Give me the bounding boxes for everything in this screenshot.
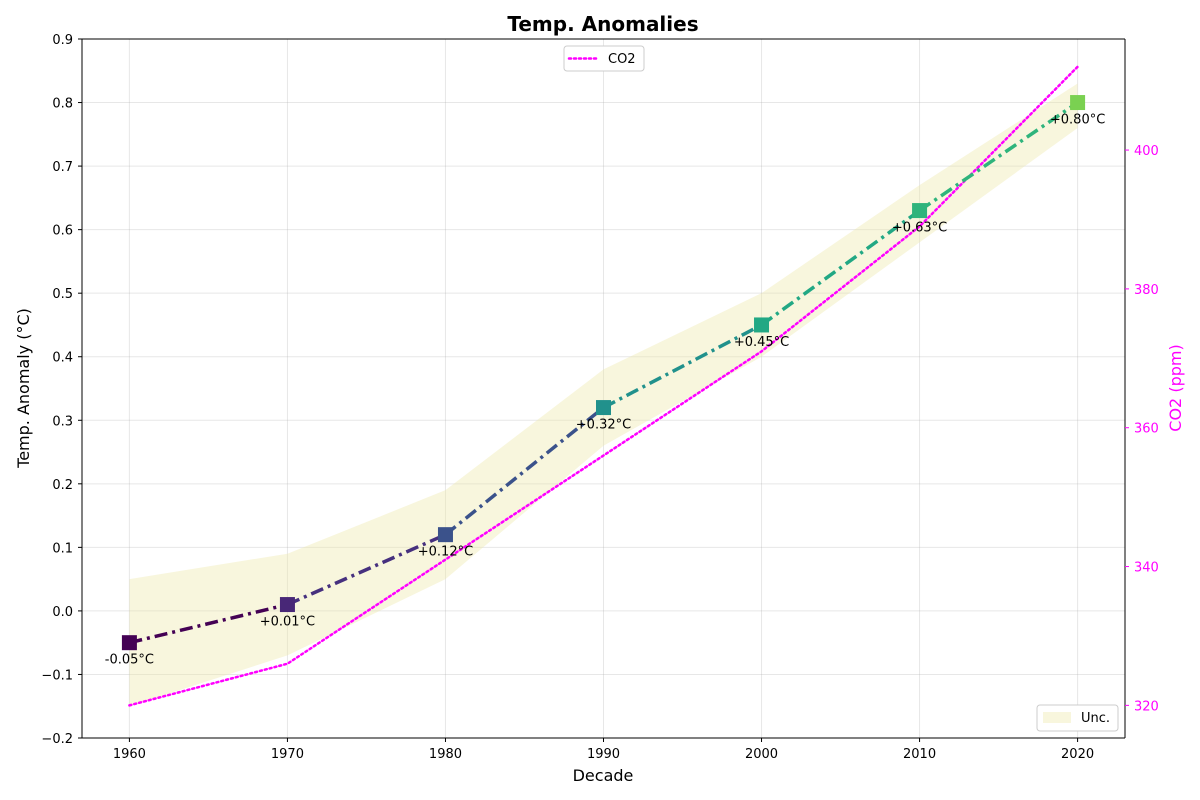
y-tick-label: 0.6 xyxy=(52,224,73,239)
co2-series xyxy=(128,65,1079,707)
data-label: +0.01°C xyxy=(260,615,315,630)
y-tick-label: −0.1 xyxy=(41,668,73,683)
data-label: -0.05°C xyxy=(105,653,154,668)
legend-uncertainty-label: Unc. xyxy=(1081,711,1110,726)
data-label: +0.45°C xyxy=(734,335,789,350)
y2-tick-label: 400 xyxy=(1134,144,1159,159)
x-tick-label: 1970 xyxy=(271,747,304,762)
data-label: +0.63°C xyxy=(892,221,947,236)
y2-axis-label: CO2 (ppm) xyxy=(1166,344,1185,431)
temperature-series xyxy=(128,101,1079,645)
temperature-marker xyxy=(754,317,770,333)
data-label: +0.32°C xyxy=(576,418,631,433)
y-tick-label: −0.2 xyxy=(41,732,73,747)
x-tick-label: 2010 xyxy=(903,747,936,762)
x-tick-label: 1980 xyxy=(429,747,462,762)
ticks: 1960 1970 1980 1990 2000 2010 2020 −0.2 −0.1 0.0 0… xyxy=(41,33,1158,762)
temperature-marker xyxy=(1070,95,1086,111)
legend-co2-label: CO2 xyxy=(608,52,636,67)
temperature-line-segment xyxy=(602,323,763,410)
y-tick-label: 0.8 xyxy=(52,97,73,112)
x-tick-label: 1990 xyxy=(587,747,620,762)
temperature-marker xyxy=(121,635,137,651)
plot-background xyxy=(82,39,1125,738)
y-tick-label: 0.1 xyxy=(52,541,73,556)
y2-tick-label: 380 xyxy=(1134,283,1159,298)
chart-title: Temp. Anomalies xyxy=(507,12,698,36)
temperature-marker xyxy=(912,203,928,219)
x-tick-label: 2000 xyxy=(745,747,778,762)
y-axis-label: Temp. Anomaly (°C) xyxy=(14,308,33,469)
temperature-line-segment xyxy=(918,101,1079,213)
legend-uncertainty-swatch xyxy=(1043,712,1071,723)
y2-tick-label: 320 xyxy=(1134,699,1159,714)
uncertainty-band-area xyxy=(129,83,1078,707)
temperature-marker xyxy=(596,400,611,416)
legend-co2: CO2 xyxy=(563,45,645,72)
plot-area xyxy=(82,39,1125,738)
y-tick-label: 0.0 xyxy=(52,605,73,620)
x-tick-label: 1960 xyxy=(113,747,146,762)
temperature-marker xyxy=(279,597,295,613)
data-label: +0.12°C xyxy=(418,545,473,560)
temperature-marker xyxy=(437,527,453,543)
x-axis-label: Decade xyxy=(573,766,634,785)
y-tick-label: 0.9 xyxy=(52,33,73,48)
y-tick-label: 0.3 xyxy=(52,414,73,429)
co2-line xyxy=(128,65,1079,707)
temperature-line-segment xyxy=(760,209,921,327)
temperature-line-segment xyxy=(286,533,447,607)
y-tick-label: 0.4 xyxy=(52,351,73,366)
data-label: +0.80°C xyxy=(1050,113,1105,128)
temperature-markers xyxy=(121,95,1086,651)
y-tick-label: 0.2 xyxy=(52,478,73,493)
uncertainty-band xyxy=(129,83,1078,707)
y-tick-label: 0.5 xyxy=(52,287,73,302)
y2-tick-label: 360 xyxy=(1134,422,1159,437)
x-tick-label: 2020 xyxy=(1061,747,1094,762)
y-tick-label: 0.7 xyxy=(52,160,73,175)
temperature-line-segment xyxy=(128,602,288,645)
data-labels: -0.05°C +0.01°C +0.12°C +0.32°C +0.45°C +0.63… xyxy=(105,113,1106,668)
y2-tick-label: 340 xyxy=(1134,561,1159,576)
temperature-line-segment xyxy=(444,406,605,537)
legend-uncertainty: Unc. xyxy=(1036,704,1119,732)
